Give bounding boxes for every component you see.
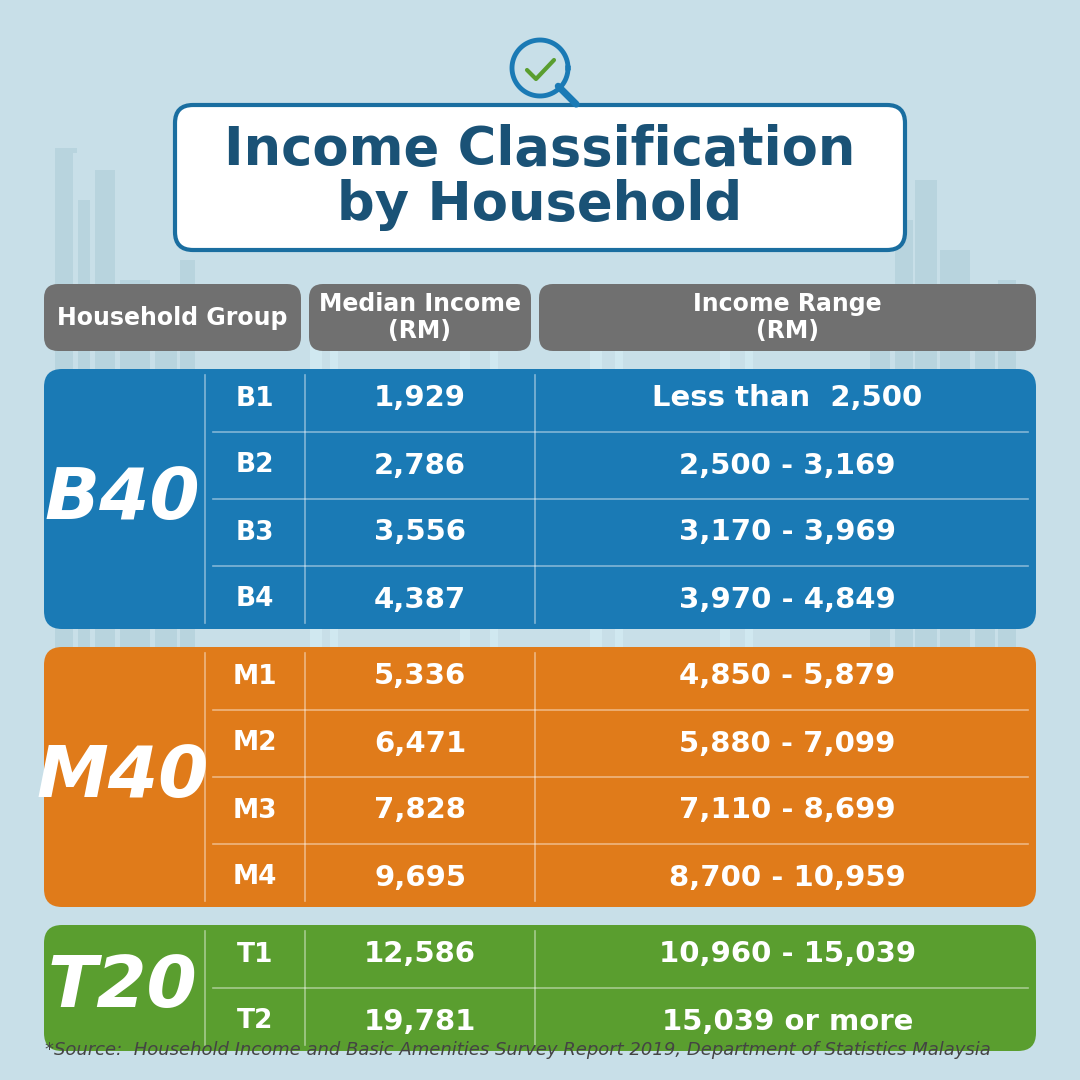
Bar	[156, 320, 177, 850]
Bar	[55, 150, 73, 850]
Text: 15,039 or more: 15,039 or more	[662, 1008, 914, 1036]
Text: Household Group: Household Group	[57, 306, 287, 329]
Text: Income Classification: Income Classification	[225, 124, 855, 176]
Bar	[745, 345, 753, 850]
Bar	[615, 350, 623, 850]
Text: by Household: by Household	[337, 179, 743, 231]
Text: B3: B3	[235, 519, 274, 545]
Bar	[940, 249, 970, 850]
Bar	[120, 280, 150, 850]
Bar	[590, 340, 602, 850]
Bar	[460, 340, 470, 850]
Bar	[998, 280, 1016, 850]
Text: 5,336: 5,336	[374, 662, 467, 690]
Text: 2,500 - 3,169: 2,500 - 3,169	[679, 451, 895, 480]
Text: 6,471: 6,471	[374, 729, 467, 757]
Text: 1,929: 1,929	[374, 384, 465, 413]
Text: Income Range
(RM): Income Range (RM)	[693, 292, 881, 343]
Text: *Source:  Household Income and Basic Amenities Survey Report 2019, Department of: *Source: Household Income and Basic Amen…	[45, 1041, 990, 1059]
Bar	[78, 200, 90, 850]
Text: 4,387: 4,387	[374, 585, 467, 613]
Text: M1: M1	[232, 663, 278, 689]
Bar	[330, 350, 338, 850]
Text: T2: T2	[237, 1009, 273, 1035]
Text: 7,828: 7,828	[374, 797, 465, 824]
Text: 19,781: 19,781	[364, 1008, 476, 1036]
Text: 3,970 - 4,849: 3,970 - 4,849	[679, 585, 896, 613]
Text: B4: B4	[235, 586, 274, 612]
FancyBboxPatch shape	[44, 284, 301, 351]
Bar	[490, 320, 498, 850]
FancyBboxPatch shape	[44, 369, 1036, 629]
FancyBboxPatch shape	[44, 647, 1036, 907]
Text: B1: B1	[235, 386, 274, 411]
Text: B2: B2	[235, 453, 274, 478]
Text: 10,960 - 15,039: 10,960 - 15,039	[659, 941, 916, 969]
Text: M2: M2	[233, 730, 278, 756]
Text: M3: M3	[233, 797, 278, 823]
Text: 3,556: 3,556	[374, 518, 465, 546]
Text: 7,110 - 8,699: 7,110 - 8,699	[679, 797, 895, 824]
Text: T1: T1	[237, 942, 273, 968]
Bar	[95, 170, 114, 850]
Bar	[915, 180, 937, 850]
Bar	[720, 330, 730, 850]
Text: 3,170 - 3,969: 3,170 - 3,969	[679, 518, 896, 546]
Text: B40: B40	[44, 464, 200, 534]
Text: 12,586: 12,586	[364, 941, 476, 969]
Text: 2,786: 2,786	[374, 451, 465, 480]
Bar	[55, 148, 77, 153]
FancyBboxPatch shape	[539, 284, 1036, 351]
Bar	[975, 310, 995, 850]
Text: 8,700 - 10,959: 8,700 - 10,959	[670, 864, 906, 891]
Text: 9,695: 9,695	[374, 864, 465, 891]
Text: 5,880 - 7,099: 5,880 - 7,099	[679, 729, 895, 757]
Bar	[180, 260, 195, 850]
Text: Less than  2,500: Less than 2,500	[652, 384, 922, 413]
FancyBboxPatch shape	[309, 284, 531, 351]
Bar	[310, 330, 322, 850]
FancyBboxPatch shape	[44, 924, 1036, 1051]
Text: M4: M4	[233, 864, 278, 891]
Text: Median Income
(RM): Median Income (RM)	[319, 292, 521, 343]
Bar	[870, 300, 890, 850]
Text: 4,850 - 5,879: 4,850 - 5,879	[679, 662, 895, 690]
Bar	[895, 220, 913, 850]
FancyBboxPatch shape	[175, 105, 905, 249]
Text: M40: M40	[37, 743, 208, 811]
Text: T20: T20	[48, 954, 198, 1023]
